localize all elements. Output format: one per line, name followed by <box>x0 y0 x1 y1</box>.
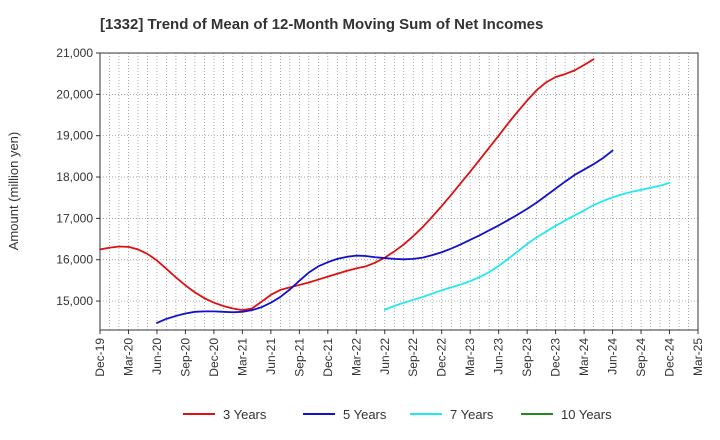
x-tick-label: Dec-20 <box>207 338 221 377</box>
chart-title: [1332] Trend of Mean of 12-Month Moving … <box>100 16 543 33</box>
legend-label: 3 Years <box>223 407 267 422</box>
legend-item: 10 Years <box>521 407 612 422</box>
y-tick-label: 21,000 <box>56 46 93 60</box>
x-tick-label: Dec-21 <box>321 338 335 377</box>
x-tick-label: Dec-24 <box>663 338 677 377</box>
x-tick-label: Jun-21 <box>264 338 278 375</box>
series-line-7-years <box>383 181 671 311</box>
legend-item: 5 Years <box>303 407 387 422</box>
legend-label: 5 Years <box>343 407 387 422</box>
x-tick-label: Dec-19 <box>93 338 107 377</box>
x-tick-label: Sep-24 <box>634 338 648 377</box>
legend-item: 7 Years <box>410 407 494 422</box>
x-tick-label: Jun-23 <box>492 338 506 375</box>
x-tick-label: Dec-23 <box>549 338 563 377</box>
legend-item: 3 Years <box>183 407 267 422</box>
y-tick-label: 18,000 <box>56 170 93 184</box>
y-tick-label: 17,000 <box>56 211 93 225</box>
legend: 3 Years 5 Years 7 Years 10 Years <box>183 407 612 422</box>
y-tick-label: 16,000 <box>56 253 93 267</box>
series-lines <box>99 58 671 324</box>
x-tick-label: Sep-23 <box>520 338 534 377</box>
plot-frame <box>99 52 699 331</box>
x-tick-label: Mar-22 <box>349 338 363 376</box>
x-tick-label: Sep-20 <box>178 338 192 377</box>
x-tick-label: Jun-20 <box>150 338 164 375</box>
x-tick-label: Jun-22 <box>378 338 392 375</box>
x-tick-label: Mar-23 <box>463 338 477 376</box>
x-tick-label: Jun-24 <box>606 338 620 375</box>
legend-label: 10 Years <box>561 407 612 422</box>
x-tick-label: Mar-25 <box>691 338 705 376</box>
series-line-3-years <box>99 58 595 312</box>
y-tick-label: 15,000 <box>56 294 93 308</box>
y-tick-label: 20,000 <box>56 87 93 101</box>
x-tick-label: Sep-21 <box>292 338 306 377</box>
x-tick-label: Mar-24 <box>577 338 591 376</box>
y-axis-label: Amount (million yen) <box>6 132 21 251</box>
legend-label: 7 Years <box>450 407 494 422</box>
grid <box>100 53 698 330</box>
x-tick-label: Mar-21 <box>235 338 249 376</box>
x-tick-label: Sep-22 <box>406 338 420 377</box>
x-tick-label: Dec-22 <box>435 338 449 377</box>
series-line-5-years <box>156 149 614 324</box>
x-tick-label: Mar-20 <box>121 338 135 376</box>
y-axis: 15,000 16,000 17,000 18,000 19,000 20,000 21,0… <box>56 46 100 308</box>
x-axis: Dec-19 Mar-20 Jun-20 Sep-20 Dec-20 Mar-21 Jun-… <box>93 330 705 377</box>
y-tick-label: 19,000 <box>56 129 93 143</box>
